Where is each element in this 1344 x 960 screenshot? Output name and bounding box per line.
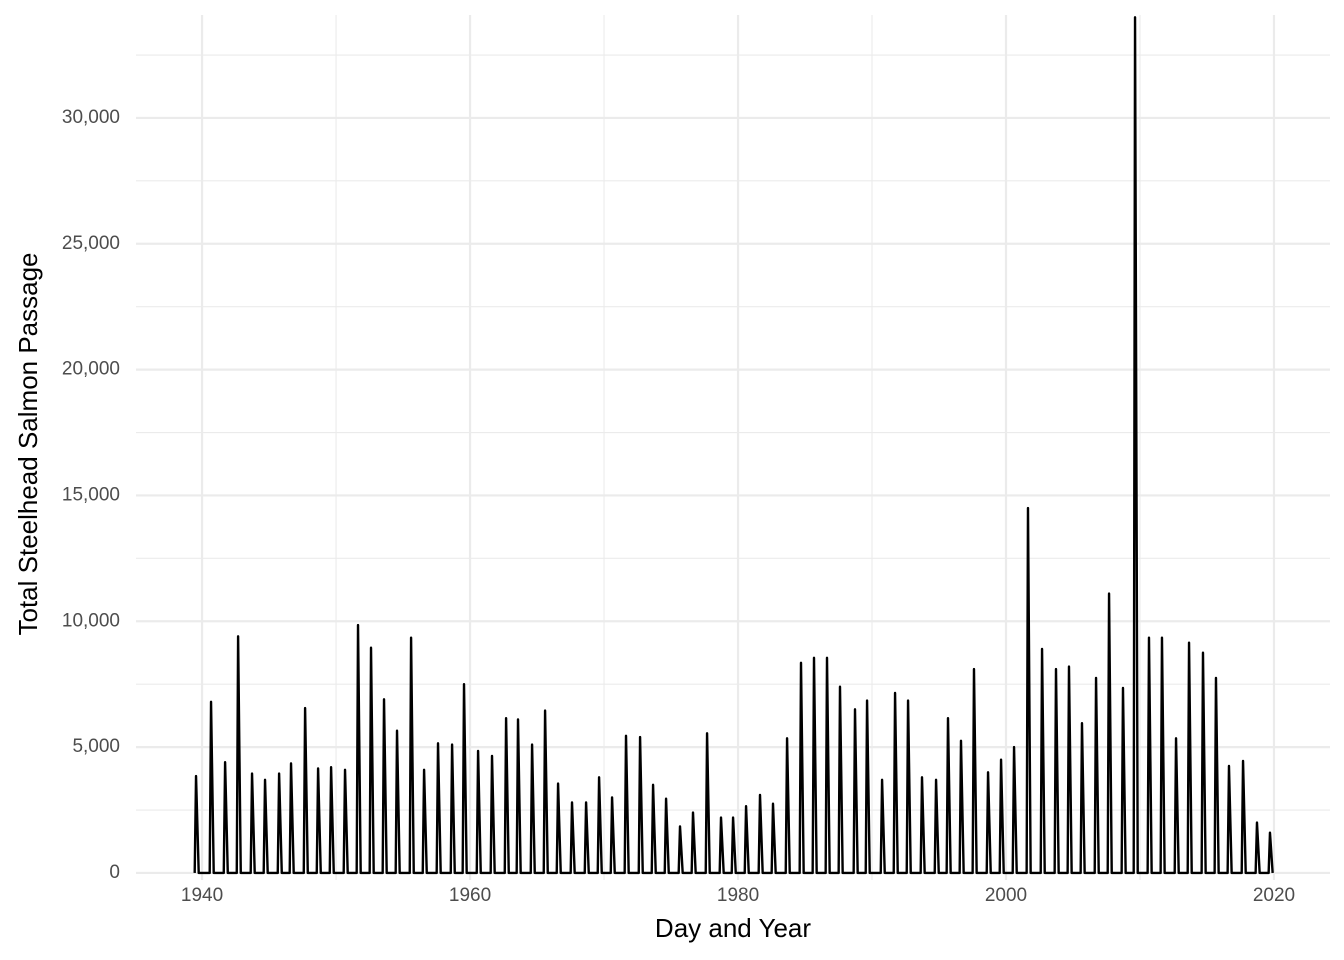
y-tick-label: 20,000 <box>62 359 120 380</box>
plot-area <box>193 16 1274 875</box>
data-line <box>193 16 1274 875</box>
y-tick-label: 5,000 <box>72 736 120 757</box>
x-tick-label: 2000 <box>985 885 1027 906</box>
y-axis-title: Total Steelhead Salmon Passage <box>13 252 43 635</box>
x-tick-label: 2020 <box>1253 885 1295 906</box>
y-tick-label: 15,000 <box>62 484 120 505</box>
y-tick-label: 0 <box>109 862 120 883</box>
y-tick-label: 25,000 <box>62 233 120 254</box>
y-tick-label: 30,000 <box>62 107 120 128</box>
x-tick-label: 1960 <box>449 885 491 906</box>
x-axis-title: Day and Year <box>655 913 811 943</box>
y-tick-label: 10,000 <box>62 610 120 631</box>
x-tick-label: 1940 <box>181 885 223 906</box>
x-tick-label: 1980 <box>717 885 759 906</box>
